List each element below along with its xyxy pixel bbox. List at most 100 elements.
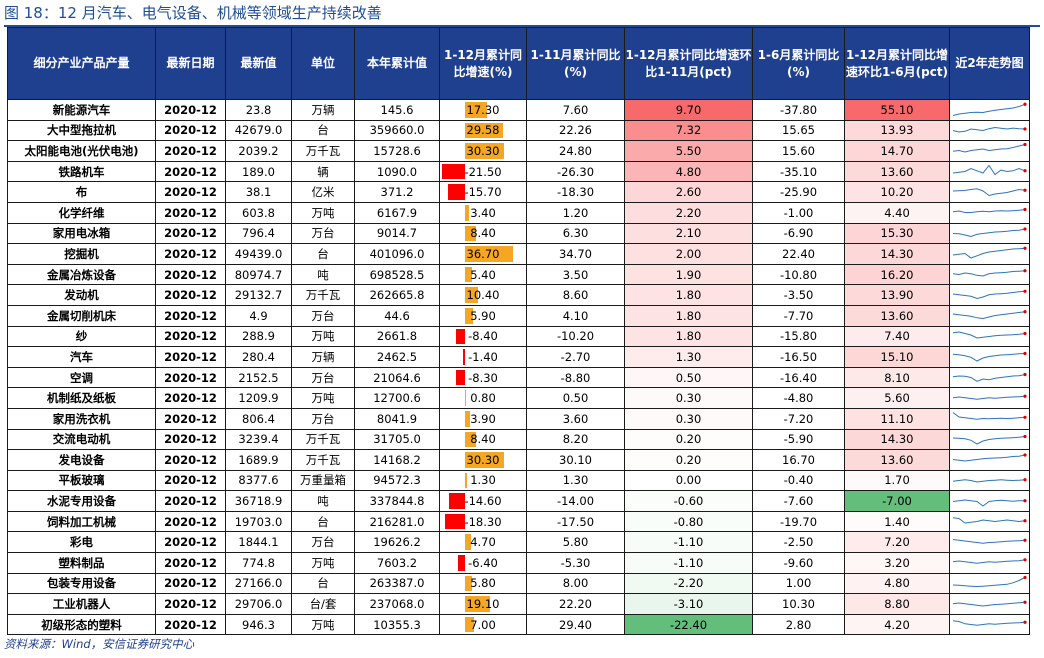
table-row: 家用洗衣机 2020-12 806.4 万台 8041.9 3.90 3.60 0.30 -7.… [7, 407, 1030, 430]
diff-jun-cell: 13.60 [844, 449, 950, 471]
latest-value-cell: 27166.0 [225, 572, 292, 595]
ytd-value-cell: 94572.3 [354, 469, 440, 492]
ytd-value-cell: 237068.0 [354, 593, 440, 615]
trend-sparkline-cell [949, 181, 1030, 203]
yoy-value: -6.40 [468, 555, 498, 570]
product-name-cell: 汽车 [7, 346, 156, 368]
yoy-nov-cell: -2.70 [526, 346, 625, 368]
trend-sparkline [952, 310, 1027, 320]
unit-cell: 万千瓦 [291, 140, 355, 162]
product-name-cell: 金属切削机床 [7, 304, 156, 327]
header-diff-nov: 1-12月累计同比增速环比1-11月(pct) [624, 27, 753, 100]
product-name-cell: 包装专用设备 [7, 572, 156, 595]
sparkline-line [952, 228, 1026, 237]
diff-jun-cell: 16.20 [844, 263, 950, 286]
trend-sparkline-cell [949, 366, 1030, 389]
table-row: 塑料制品 2020-12 774.8 万吨 7603.2 -6.40 -5.30 -1.10-… [7, 552, 1030, 574]
yoy-value: -18.30 [464, 514, 502, 529]
latest-date-cell: 2020-12 [155, 119, 226, 142]
unit-cell: 台 [291, 119, 355, 142]
trend-sparkline-cell [949, 160, 1030, 183]
product-name-cell: 发动机 [7, 284, 156, 306]
ytd-value-cell: 44.6 [354, 304, 440, 327]
yoy-bar [464, 431, 476, 448]
header-yoy-jun: 1-6月累计同比(%) [752, 27, 845, 100]
yoy-value: 4.70 [470, 535, 496, 550]
sparkline-last-point [1023, 247, 1027, 251]
latest-date-cell: 2020-12 [155, 346, 226, 368]
yoy-nov-cell: 8.60 [526, 284, 625, 306]
sparkline-last-point [1023, 127, 1027, 131]
diff-jun-cell: 15.10 [844, 346, 950, 368]
product-name-cell: 交流电动机 [7, 428, 156, 451]
trend-sparkline-cell [949, 284, 1030, 306]
yoy-jun-cell: -6.90 [752, 222, 845, 245]
product-name-cell: 金属冶炼设备 [7, 263, 156, 286]
diff-nov-cell: -0.60 [624, 490, 753, 512]
table-row: 彩电 2020-12 1844.1 万台 19626.2 4.70 5.80 -1.10 -2.… [7, 531, 1030, 554]
sparkline-line [952, 290, 1026, 299]
yoy-nov-cell: 22.26 [526, 119, 625, 142]
latest-date-cell: 2020-12 [155, 407, 226, 430]
table-body: 新能源汽车 2020-12 23.8 万辆 145.6 17.30 7.60 9.70 -37.… [7, 99, 1030, 636]
trend-sparkline-cell [949, 572, 1030, 595]
ytd-value-cell: 337844.8 [354, 490, 440, 512]
yoy-dec-cell: -8.30 [439, 366, 527, 389]
latest-value-cell: 29706.0 [225, 593, 292, 615]
sparkline-line [952, 435, 1026, 445]
trend-sparkline [952, 289, 1027, 299]
product-name-cell: 机制纸及纸板 [7, 387, 156, 409]
yoy-bar [464, 225, 476, 242]
yoy-jun-cell: 15.60 [752, 140, 845, 162]
yoy-bar [464, 122, 504, 139]
latest-date-cell: 2020-12 [155, 531, 226, 554]
product-name-cell: 初级形态的塑料 [7, 613, 156, 636]
latest-value-cell: 288.9 [225, 325, 292, 348]
latest-value-cell: 2152.5 [225, 366, 292, 389]
diff-jun-cell: 13.60 [844, 304, 950, 327]
yoy-bar [464, 472, 467, 489]
table-row: 初级形态的塑料 2020-12 946.3 万吨 10355.3 7.00 29.40 -22… [7, 613, 1030, 636]
production-table: 细分产业产品产量 最新日期 最新值 单位 本年累计值 1-12月累计同比增速(%… [7, 27, 1030, 636]
yoy-bar [449, 493, 465, 509]
ytd-value-cell: 8041.9 [354, 407, 440, 430]
diff-jun-cell: -7.00 [844, 490, 950, 512]
latest-date-cell: 2020-12 [155, 387, 226, 409]
yoy-dec-cell: 17.30 [439, 99, 527, 121]
sparkline-line [952, 499, 1025, 507]
yoy-jun-cell: 2.80 [752, 613, 845, 636]
table-row: 铁路机车 2020-12 189.0 辆 1090.0 -21.50 -26.30 4.80-… [7, 160, 1030, 183]
trend-sparkline [952, 143, 1027, 153]
yoy-value: -8.30 [468, 370, 498, 385]
ytd-value-cell: 263387.0 [354, 572, 440, 595]
trend-sparkline [952, 558, 1027, 565]
latest-date-cell: 2020-12 [155, 304, 226, 327]
yoy-bar [441, 163, 465, 180]
yoy-bar [456, 369, 465, 386]
yoy-nov-cell: -5.30 [526, 552, 625, 574]
sparkline-line [952, 144, 1026, 153]
ytd-value-cell: 359660.0 [354, 119, 440, 142]
sparkline-line [952, 517, 1026, 524]
product-name-cell: 彩电 [7, 531, 156, 554]
yoy-jun-cell: -37.80 [752, 99, 845, 121]
yoy-jun-cell: 10.30 [752, 593, 845, 615]
yoy-jun-cell: -25.90 [752, 181, 845, 203]
sparkline-last-point [1023, 498, 1027, 502]
sparkline-last-point [1023, 519, 1027, 523]
latest-value-cell: 49439.0 [225, 243, 292, 265]
sparkline-line [952, 311, 1026, 320]
diff-jun-cell: 14.30 [844, 243, 950, 265]
yoy-value: -14.60 [464, 494, 502, 509]
latest-value-cell: 1689.9 [225, 449, 292, 471]
sparkline-last-point [1023, 558, 1027, 562]
diff-nov-cell: 7.32 [624, 119, 753, 142]
yoy-jun-cell: -9.60 [752, 552, 845, 574]
yoy-value: -15.70 [464, 185, 502, 200]
diff-nov-cell: 2.20 [624, 201, 753, 224]
yoy-dec-cell: 10.40 [439, 284, 527, 306]
unit-cell: 万辆 [291, 99, 355, 121]
table-row: 交流电动机 2020-12 3239.4 万千瓦 31705.0 8.40 8.20 0.20… [7, 428, 1030, 451]
diff-jun-cell: 4.40 [844, 201, 950, 224]
table-row: 包装专用设备 2020-12 27166.0 台 263387.0 5.80 8.00 -2.… [7, 572, 1030, 595]
